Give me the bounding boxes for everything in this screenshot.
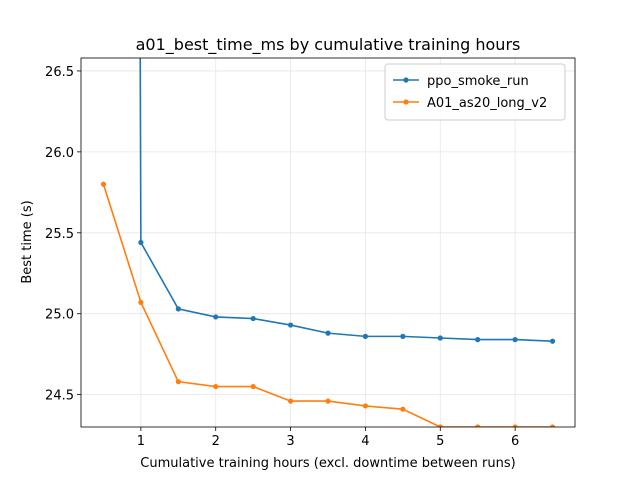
data-point — [475, 337, 481, 343]
data-point — [325, 330, 331, 336]
data-point — [475, 424, 481, 427]
data-point — [512, 424, 518, 427]
data-point — [138, 239, 144, 246]
x-tick-label: 4 — [361, 434, 369, 449]
data-point — [512, 337, 518, 343]
data-point — [175, 306, 181, 312]
data-point — [213, 383, 219, 390]
data-point — [549, 424, 556, 427]
y-tick-label: 24.5 — [45, 389, 74, 404]
data-point — [100, 181, 107, 187]
data-point — [287, 398, 294, 404]
x-tick-label: 3 — [286, 434, 294, 449]
plot-area — [100, 58, 556, 427]
data-point — [400, 333, 406, 339]
axes-frame — [80, 57, 576, 428]
chart-title: a01_best_time_ms by cumulative training … — [136, 35, 521, 55]
data-point — [400, 406, 406, 412]
legend-marker — [403, 77, 409, 83]
legend: ppo_smoke_run A01_as20_long_v2 — [384, 63, 566, 121]
data-point — [362, 403, 369, 409]
x-tick-label: 1 — [137, 434, 145, 449]
data-point — [437, 424, 443, 427]
data-point — [437, 335, 443, 341]
y-axis-label: Best time (s) — [20, 200, 35, 283]
legend-box — [384, 63, 566, 121]
data-point — [250, 383, 256, 390]
data-point — [213, 314, 219, 320]
legend-marker — [403, 99, 409, 105]
legend-label: A01_as20_long_v2 — [427, 96, 547, 111]
y-tick-label: 25.5 — [45, 227, 74, 242]
data-point — [362, 333, 369, 339]
y-tick-label: 26.0 — [45, 146, 74, 161]
x-tick-label: 2 — [212, 434, 220, 449]
x-axis-label: Cumulative training hours (excl. downtim… — [140, 456, 515, 471]
data-point — [175, 379, 181, 385]
data-point — [325, 398, 331, 404]
x-tick-label: 6 — [511, 434, 519, 449]
x-tick-label: 5 — [436, 434, 444, 449]
legend-label: ppo_smoke_run — [427, 74, 529, 89]
y-tick-label: 25.0 — [45, 308, 74, 323]
data-point — [549, 338, 556, 344]
data-point — [138, 299, 144, 305]
y-tick-label: 26.5 — [45, 65, 74, 80]
data-point — [250, 315, 256, 322]
data-point — [287, 322, 294, 328]
